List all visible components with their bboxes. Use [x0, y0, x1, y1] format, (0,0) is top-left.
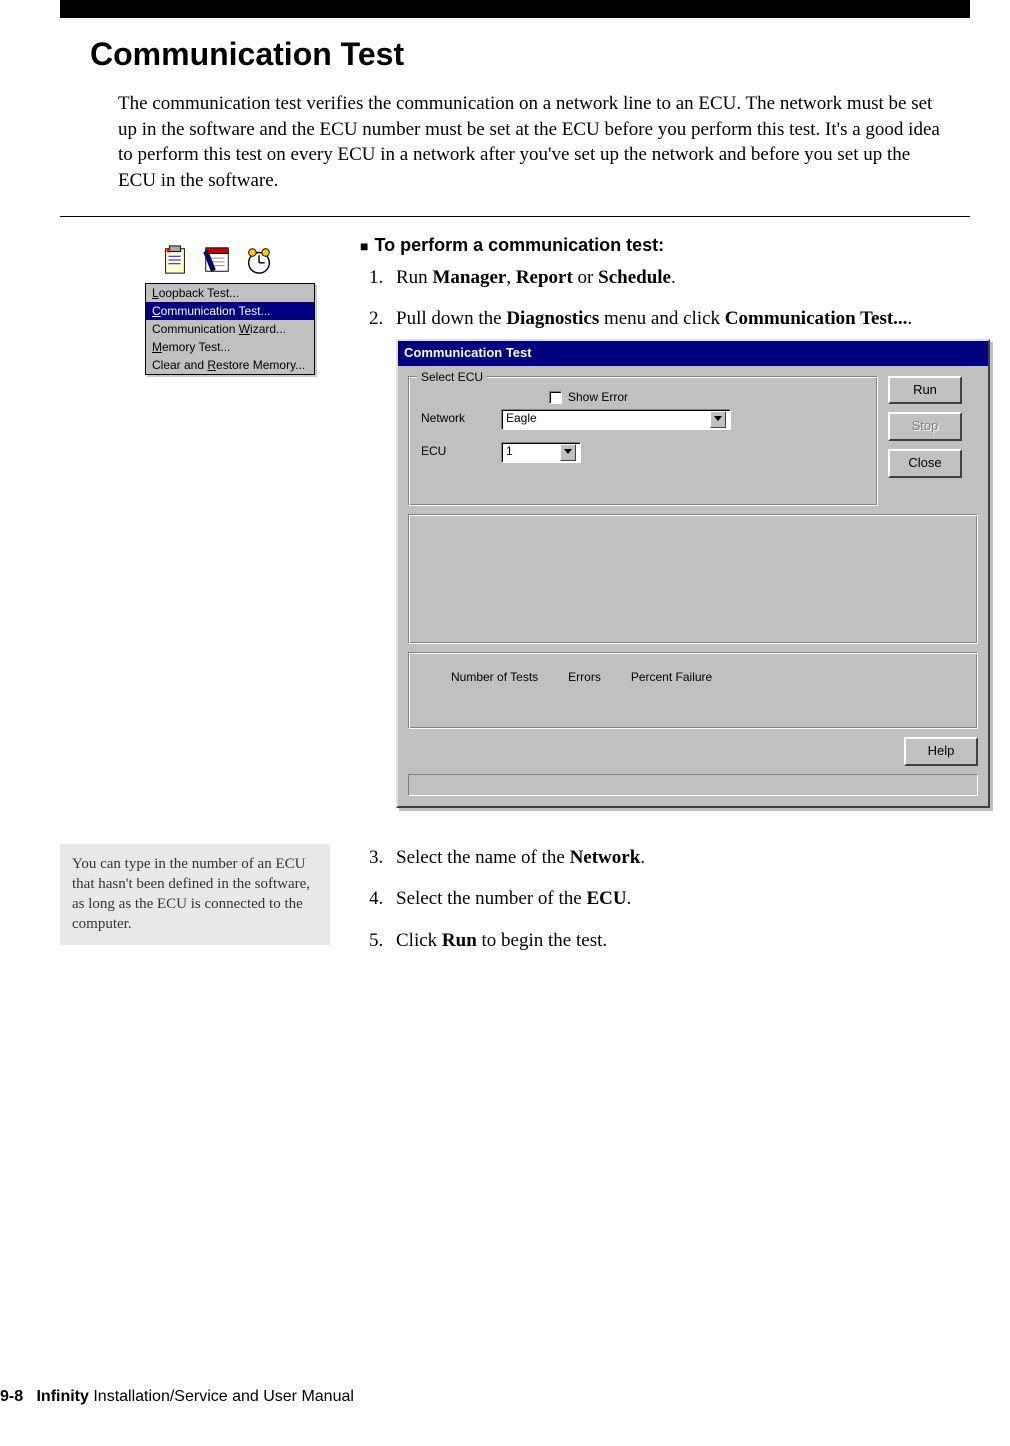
- text: ,: [506, 267, 516, 288]
- steps-345-column: Select the name of the Network. Select t…: [360, 844, 970, 969]
- right-column: ■ To perform a communication test: Run Ma…: [360, 235, 970, 822]
- notepad-icon: [202, 245, 232, 275]
- empty-panel: [408, 514, 978, 644]
- content-row-1: Loopback Test... Communication Test... C…: [60, 235, 970, 822]
- help-button[interactable]: Help: [904, 737, 978, 766]
- ecu-combo[interactable]: 1: [501, 442, 581, 463]
- bold: ECU: [586, 888, 626, 909]
- col-errors: Errors: [568, 669, 601, 686]
- procedure-title-text: To perform a communication test:: [374, 235, 664, 255]
- step-4: Select the number of the ECU.: [388, 885, 970, 913]
- group-title: Select ECU: [417, 369, 487, 386]
- horizontal-rule: [60, 216, 970, 217]
- network-label: Network: [421, 410, 501, 427]
- text: Run: [396, 267, 432, 288]
- combo-value: Eagle: [506, 410, 537, 427]
- intro-paragraph: The communication test verifies the comm…: [118, 91, 948, 194]
- clipboard-icon: [160, 245, 190, 275]
- show-error-checkbox[interactable]: Show Error: [549, 389, 628, 406]
- combo-value: 1: [506, 443, 513, 460]
- chevron-down-icon: [710, 411, 726, 428]
- page-footer: 9-8 Infinity Installation/Service and Us…: [0, 1388, 354, 1406]
- communication-test-dialog: Communication Test Select ECU Show Error: [396, 339, 990, 808]
- step-2: Pull down the Diagnostics menu and click…: [388, 305, 970, 808]
- menu-accel: L: [152, 286, 159, 300]
- text: .: [671, 267, 676, 288]
- help-row: Help: [408, 737, 978, 766]
- menu-item-commwizard[interactable]: Communication Wizard...: [146, 320, 314, 338]
- note-column: You can type in the number of an ECU tha…: [60, 844, 330, 969]
- step-3: Select the name of the Network.: [388, 844, 970, 872]
- procedure-heading: ■ To perform a communication test:: [360, 235, 970, 256]
- col-tests: Number of Tests: [451, 669, 538, 686]
- text: or: [573, 267, 598, 288]
- col-failure: Percent Failure: [631, 669, 712, 686]
- bold: Communication Test...: [725, 308, 908, 329]
- menu-prefix: Communication: [152, 322, 239, 336]
- text: menu and click: [599, 308, 725, 329]
- text: .: [627, 888, 632, 909]
- sidebar-note: You can type in the number of an ECU tha…: [60, 844, 330, 945]
- square-bullet-icon: ■: [360, 238, 368, 254]
- dialog-body: Select ECU Show Error Network Eagle: [398, 366, 988, 806]
- page-title: Communication Test: [90, 36, 970, 73]
- menu-item-commtest[interactable]: Communication Test...: [146, 302, 314, 320]
- steps-list: Run Manager, Report or Schedule. Pull do…: [360, 264, 970, 808]
- text: to begin the test.: [477, 930, 607, 951]
- ecu-label: ECU: [421, 443, 501, 460]
- left-column: Loopback Test... Communication Test... C…: [60, 235, 330, 822]
- chevron-down-icon: [560, 444, 576, 461]
- dialog-titlebar[interactable]: Communication Test: [398, 341, 988, 366]
- select-ecu-group: Select ECU Show Error Network Eagle: [408, 376, 878, 506]
- top-black-bar: [60, 0, 970, 18]
- menu-label: izard...: [250, 322, 286, 336]
- checkbox-label: Show Error: [568, 389, 628, 406]
- menu-item-memtest[interactable]: Memory Test...: [146, 338, 314, 356]
- menu-item-clearmem[interactable]: Clear and Restore Memory...: [146, 356, 314, 374]
- clock-icon: [244, 245, 274, 275]
- network-row: Network Eagle: [421, 409, 865, 430]
- diagnostics-menu: Loopback Test... Communication Test... C…: [145, 283, 315, 375]
- steps-list-345: Select the name of the Network. Select t…: [360, 844, 970, 955]
- text: Pull down the: [396, 308, 506, 329]
- text: Select the name of the: [396, 847, 570, 868]
- step-5: Click Run to begin the test.: [388, 927, 970, 955]
- menu-item-loopback[interactable]: Loopback Test...: [146, 284, 314, 302]
- menu-accel: R: [207, 358, 216, 372]
- ecu-row: ECU 1: [421, 442, 865, 463]
- menu-label: oopback Test...: [159, 286, 240, 300]
- menu-label: emory Test...: [162, 340, 230, 354]
- results-group: Number of Tests Errors Percent Failure: [408, 652, 978, 729]
- text: .: [640, 847, 645, 868]
- results-labels: Number of Tests Errors Percent Failure: [451, 669, 965, 686]
- bold: Schedule: [598, 267, 671, 288]
- menu-prefix: Clear and: [152, 358, 207, 372]
- network-combo[interactable]: Eagle: [501, 409, 731, 430]
- text: .: [907, 308, 912, 329]
- menu-accel: C: [152, 304, 161, 318]
- text: Click: [396, 930, 442, 951]
- step-1: Run Manager, Report or Schedule.: [388, 264, 970, 292]
- menu-accel: M: [152, 340, 162, 354]
- bold: Manager: [432, 267, 506, 288]
- menu-label: ommunication Test...: [161, 304, 271, 318]
- manual-title-rest: Installation/Service and User Manual: [89, 1388, 354, 1405]
- bold: Diagnostics: [506, 308, 599, 329]
- bold: Report: [516, 267, 573, 288]
- stop-button[interactable]: Stop: [888, 412, 962, 441]
- manual-title-bold: Infinity: [36, 1388, 88, 1405]
- text: Select the number of the: [396, 888, 586, 909]
- content-row-2: You can type in the number of an ECU tha…: [60, 844, 970, 969]
- menu-label: estore Memory...: [216, 358, 305, 372]
- run-button[interactable]: Run: [888, 376, 962, 405]
- close-button[interactable]: Close: [888, 449, 962, 478]
- button-column: Run Stop Close: [888, 376, 978, 506]
- bold: Run: [442, 930, 477, 951]
- app-icons: [160, 245, 330, 275]
- bold: Network: [570, 847, 641, 868]
- page-number: 9-8: [0, 1388, 23, 1405]
- menu-accel: W: [239, 322, 250, 336]
- status-bar: [408, 774, 978, 796]
- checkbox-icon: [549, 391, 562, 404]
